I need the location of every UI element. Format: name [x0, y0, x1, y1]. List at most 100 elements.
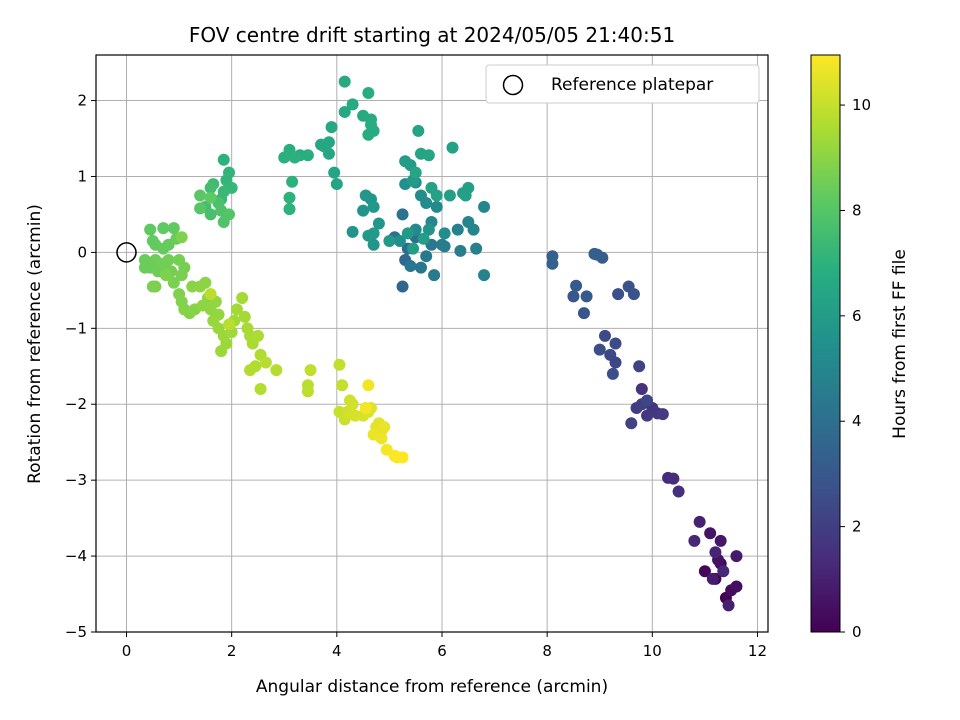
data-point — [430, 200, 443, 213]
data-point — [304, 364, 317, 377]
y-axis-label: Rotation from reference (arcmin) — [25, 204, 45, 484]
data-point — [346, 225, 359, 238]
data-point — [301, 385, 314, 398]
data-point — [588, 247, 601, 260]
data-point — [204, 208, 217, 221]
data-point — [238, 310, 251, 323]
data-point — [357, 204, 370, 217]
data-point — [454, 244, 467, 257]
data-point — [462, 216, 475, 229]
data-point — [478, 269, 491, 282]
x-tick-label: 8 — [542, 642, 552, 660]
data-point — [204, 191, 217, 204]
data-point — [223, 318, 236, 331]
data-point — [627, 288, 640, 301]
data-point — [730, 550, 743, 563]
y-tick-label: −1 — [65, 319, 87, 337]
data-point — [577, 307, 590, 320]
data-point — [159, 269, 172, 282]
data-point — [412, 124, 425, 137]
y-tick-label: 0 — [77, 243, 87, 261]
reference-platepar-marker — [116, 242, 137, 263]
data-point — [580, 290, 593, 303]
data-point — [446, 141, 459, 154]
grid — [96, 55, 768, 633]
colorbar-ticks: 0 2 4 6 8 10 — [840, 96, 871, 641]
data-point — [194, 189, 207, 202]
data-point — [283, 203, 296, 216]
data-point — [330, 178, 343, 191]
y-tick-label: 2 — [77, 92, 87, 110]
x-tick-label: 10 — [643, 642, 662, 660]
colorbar: 0 2 4 6 8 10 Hours from first FF file — [810, 54, 910, 641]
data-point — [367, 227, 380, 240]
data-point — [470, 242, 483, 255]
data-point — [204, 288, 217, 301]
data-point — [609, 337, 622, 350]
data-point — [430, 189, 443, 202]
data-point — [194, 202, 207, 215]
data-point — [409, 166, 422, 179]
data-point — [443, 189, 456, 202]
data-point — [709, 546, 722, 559]
data-point — [546, 257, 559, 270]
data-point — [717, 565, 730, 578]
data-point — [641, 409, 654, 422]
data-point — [301, 149, 314, 162]
data-point — [362, 86, 375, 99]
colorbar-tick-label: 10 — [852, 96, 871, 114]
y-tick-label: −5 — [65, 623, 87, 641]
data-point — [704, 527, 717, 540]
data-point — [401, 227, 414, 240]
data-point — [288, 151, 301, 164]
legend: Reference platepar — [485, 64, 760, 104]
colorbar-tick-label: 6 — [852, 307, 862, 325]
data-point — [641, 394, 654, 407]
data-point — [367, 200, 380, 213]
x-tick-label: 2 — [227, 642, 237, 660]
data-point — [404, 260, 417, 273]
data-point — [328, 166, 341, 179]
data-point — [414, 261, 427, 274]
y-tick-label: −2 — [65, 395, 87, 413]
colorbar-gradient — [810, 54, 841, 633]
data-point — [286, 175, 299, 188]
legend-box — [485, 64, 760, 104]
data-point — [204, 181, 217, 194]
reference-marker — [116, 242, 137, 263]
data-point — [333, 358, 346, 371]
data-point — [346, 98, 359, 111]
data-point — [270, 364, 283, 377]
data-point — [606, 367, 619, 380]
data-point — [451, 223, 464, 236]
data-point — [149, 280, 162, 293]
data-point — [428, 269, 441, 282]
x-axis-ticks: 0 2 4 6 8 10 12 — [122, 632, 767, 660]
data-point — [396, 208, 409, 221]
data-point — [459, 189, 472, 202]
y-tick-label: 1 — [77, 167, 87, 185]
data-point — [612, 288, 625, 301]
data-point — [378, 421, 391, 434]
data-point — [625, 417, 638, 430]
data-point — [175, 231, 188, 244]
data-point — [346, 398, 359, 411]
data-point — [365, 118, 378, 131]
data-point — [393, 235, 406, 248]
data-point — [706, 572, 719, 585]
data-point — [604, 348, 617, 361]
y-tick-label: −3 — [65, 471, 87, 489]
x-tick-label: 12 — [748, 642, 767, 660]
data-point — [383, 235, 396, 248]
data-point — [283, 191, 296, 204]
data-point — [593, 343, 606, 356]
data-point — [667, 472, 680, 485]
colorbar-tick-label: 4 — [852, 412, 862, 430]
data-point — [338, 105, 351, 118]
data-point — [422, 223, 435, 236]
data-point — [236, 291, 249, 304]
data-point — [336, 379, 349, 392]
data-point — [367, 238, 380, 251]
data-point — [157, 222, 170, 235]
